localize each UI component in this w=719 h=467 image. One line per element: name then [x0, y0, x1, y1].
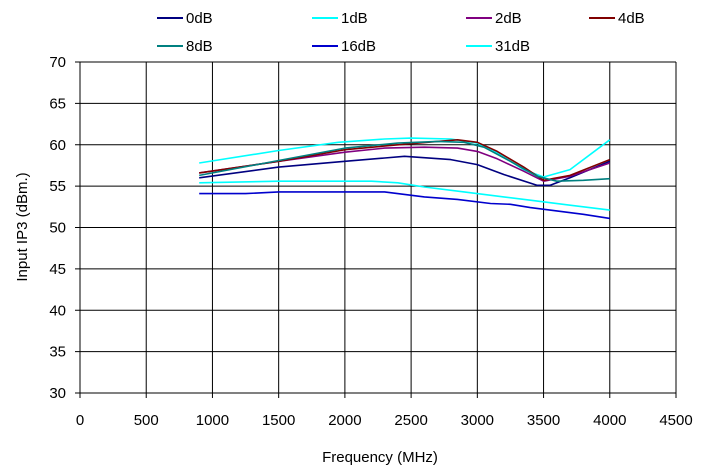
- series-line-2db: [199, 146, 611, 182]
- chart-legend: 0dB 1dB 2dB 4dB 8dB 16dB 31dB: [157, 10, 645, 55]
- series-line-8db: [199, 140, 610, 182]
- plot-area: [199, 137, 611, 220]
- x-tick-label: 0: [76, 412, 84, 429]
- x-tick-label: 1500: [262, 412, 295, 429]
- x-tick-label: 2500: [394, 412, 427, 429]
- x-tick-label: 2000: [328, 412, 361, 429]
- series-line-4db: [199, 139, 611, 182]
- legend-item-1db: 1dB: [312, 10, 368, 27]
- x-tick-label: 4500: [659, 412, 692, 429]
- y-tick-label: 50: [49, 220, 66, 237]
- legend-label: 2dB: [495, 10, 522, 27]
- x-axis-title: Frequency (MHz): [322, 449, 438, 466]
- legend-item-4db: 4dB: [589, 10, 645, 27]
- x-tick-label: 1000: [196, 412, 229, 429]
- y-tick-label: 55: [49, 178, 66, 195]
- x-tick-label: 3000: [461, 412, 494, 429]
- legend-label: 31dB: [495, 38, 530, 55]
- y-tick-label: 70: [49, 54, 66, 71]
- legend-label: 1dB: [341, 10, 368, 27]
- x-tick-label: 3500: [527, 412, 560, 429]
- y-tick-label: 40: [49, 302, 66, 319]
- x-tick-label: 500: [134, 412, 159, 429]
- y-axis-title: Input IP3 (dBm.): [14, 172, 31, 281]
- legend-item-2db: 2dB: [466, 10, 522, 27]
- legend-label: 16dB: [341, 38, 376, 55]
- series-line-0db: [199, 155, 611, 187]
- y-tick-label: 45: [49, 261, 66, 278]
- series-line-16db: [199, 191, 610, 220]
- y-tick-label: 65: [49, 95, 66, 112]
- legend-item-0db: 0dB: [157, 10, 213, 27]
- legend-item-16db: 16dB: [312, 38, 376, 55]
- y-tick-label: 30: [49, 385, 66, 402]
- legend-label: 8dB: [186, 38, 213, 55]
- legend-item-31db: 31dB: [466, 38, 530, 55]
- chart-grid: [80, 61, 677, 393]
- x-tick-label: 4000: [593, 412, 626, 429]
- series-line-31db: [199, 180, 610, 211]
- legend-item-8db: 8dB: [157, 38, 213, 55]
- legend-label: 4dB: [618, 10, 645, 27]
- chart-axes: 0 500 1000 1500 2000 2500 3000 3500 4000 4500 30 35…: [49, 54, 692, 429]
- y-tick-label: 35: [49, 344, 66, 361]
- y-tick-label: 60: [49, 137, 66, 154]
- legend-label: 0dB: [186, 10, 213, 27]
